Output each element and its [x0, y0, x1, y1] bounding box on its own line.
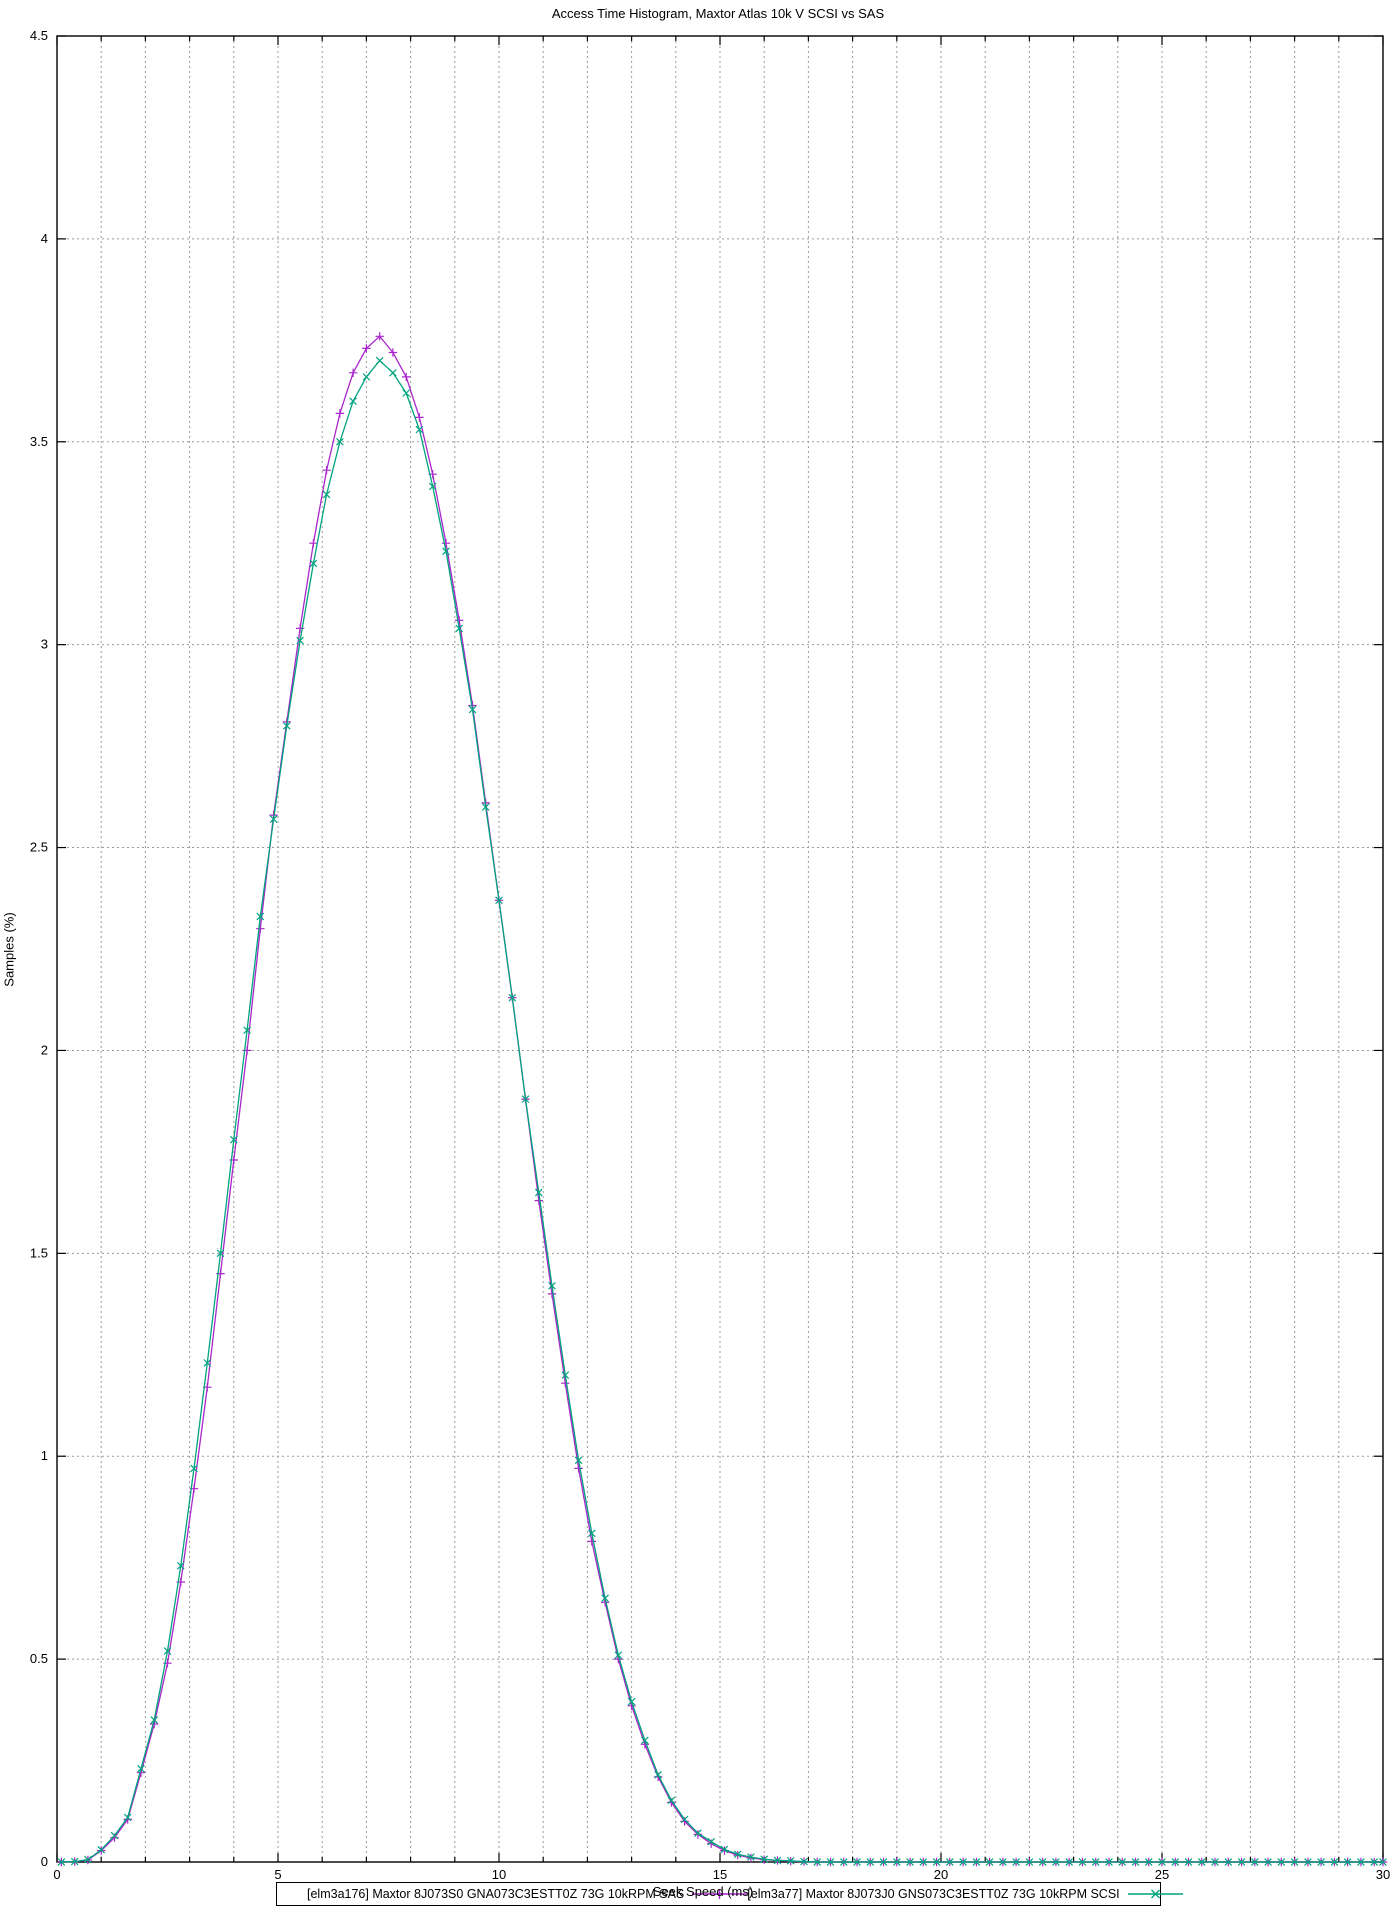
svg-text:20: 20 [934, 1867, 948, 1882]
svg-text:2.5: 2.5 [30, 840, 48, 855]
svg-text:4: 4 [41, 231, 48, 246]
x-axis-label: Seek Speed (ms) [652, 1884, 754, 1899]
svg-text:4.5: 4.5 [30, 28, 48, 43]
svg-text:30: 30 [1376, 1867, 1390, 1882]
legend-box: [elm3a176] Maxtor 8J073S0 GNA073C3ESTT0Z… [276, 1882, 1183, 1906]
legend-entry-scsi: [elm3a77] Maxtor 8J073J0 GNS073C3ESTT0Z … [747, 1887, 1183, 1901]
svg-text:1: 1 [41, 1448, 48, 1463]
scsi-line-cross-sample-icon [1127, 1889, 1183, 1899]
svg-text:3.5: 3.5 [30, 434, 48, 449]
svg-text:2: 2 [41, 1042, 48, 1057]
svg-text:5: 5 [274, 1867, 281, 1882]
sas-line-plus-sample-icon [692, 1889, 748, 1899]
legend-label-scsi: [elm3a77] Maxtor 8J073J0 GNS073C3ESTT0Z … [747, 1887, 1120, 1901]
svg-text:1.5: 1.5 [30, 1245, 48, 1260]
svg-text:0.5: 0.5 [30, 1651, 48, 1666]
svg-text:0: 0 [41, 1854, 48, 1869]
svg-text:3: 3 [41, 637, 48, 652]
legend-entry-sas: [elm3a176] Maxtor 8J073S0 GNA073C3ESTT0Z… [307, 1887, 748, 1901]
svg-text:10: 10 [492, 1867, 506, 1882]
chart-title: Access Time Histogram, Maxtor Atlas 10k … [551, 6, 885, 21]
svg-text:25: 25 [1155, 1867, 1169, 1882]
svg-text:0: 0 [53, 1867, 60, 1882]
svg-text:15: 15 [713, 1867, 727, 1882]
legend-label-sas: [elm3a176] Maxtor 8J073S0 GNA073C3ESTT0Z… [307, 1887, 685, 1901]
